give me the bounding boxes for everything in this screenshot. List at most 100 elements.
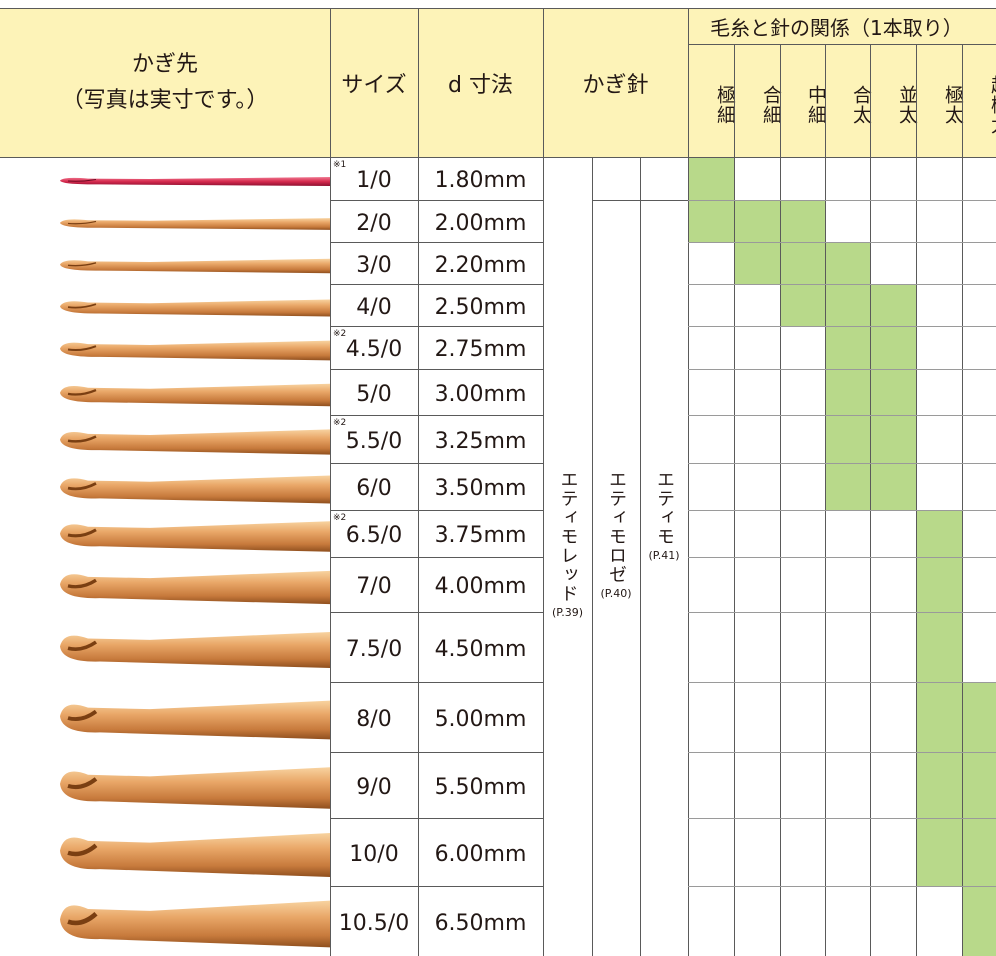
rule <box>330 463 543 464</box>
size: 7/0 <box>356 574 392 599</box>
hook-picture <box>60 429 330 455</box>
hook-series: エティモロゼ (P.40) <box>592 470 640 640</box>
yarn-fit-cell <box>780 284 825 326</box>
size: 4.5/0 <box>345 337 403 362</box>
rule <box>916 44 917 956</box>
yarn-fit-cell <box>825 242 870 284</box>
rule <box>330 8 331 956</box>
yarn-fit-cell <box>870 463 916 510</box>
series-page: (P.39) <box>552 606 583 619</box>
hook-notch <box>67 911 98 926</box>
yarn-weight: 極太 <box>942 84 964 125</box>
diameter: 2.20mm <box>434 252 527 278</box>
yarn-fit-cell <box>962 886 996 956</box>
yarn-fit-cell <box>916 682 962 752</box>
header-bg <box>0 8 688 157</box>
diameter: 3.75mm <box>434 523 527 548</box>
yarn-fit-cell <box>780 242 825 284</box>
rule <box>688 326 996 327</box>
rule <box>688 284 996 285</box>
yarn-fit-cell <box>870 326 916 369</box>
diameter: 3.50mm <box>434 476 527 501</box>
rule <box>734 44 735 956</box>
rule <box>543 8 544 956</box>
size: 1/0 <box>356 168 392 193</box>
rule <box>0 8 996 9</box>
diameter: 6.50mm <box>434 910 527 936</box>
size: 3/0 <box>356 252 392 278</box>
yarn-fit-cell <box>962 682 996 752</box>
note: ※2 <box>333 512 347 523</box>
yarn-fit-cell <box>962 752 996 818</box>
size: 6/0 <box>356 476 392 501</box>
rule <box>640 157 641 956</box>
series-page: (P.41) <box>648 549 680 562</box>
yarn-weight: 超極太 <box>988 74 996 135</box>
rule <box>330 200 543 201</box>
hook-notch <box>67 345 97 352</box>
note: ※1 <box>333 159 347 170</box>
hook-notch <box>67 435 97 443</box>
yarn-fit-cell <box>825 284 870 326</box>
diameter: 6.00mm <box>434 841 527 867</box>
yarn-fit-cell <box>870 415 916 463</box>
yarn-fit-cell <box>688 200 734 242</box>
yarn-fit-cell <box>825 326 870 369</box>
yarn-weight: 中細 <box>805 84 827 125</box>
hook-notch <box>67 389 97 396</box>
size: 2/0 <box>356 210 392 236</box>
rule <box>688 463 996 464</box>
yarn-fit-cell <box>962 818 996 886</box>
size: 7.5/0 <box>345 636 403 662</box>
rule <box>592 157 593 956</box>
hook-picture <box>60 900 330 948</box>
hook-notch <box>67 640 98 651</box>
yarn-fit-cell <box>916 612 962 682</box>
size: 6.5/0 <box>345 523 403 548</box>
diameter: 2.00mm <box>434 210 527 236</box>
rule <box>688 369 996 370</box>
hook-series: エティモ (P.41) <box>640 470 688 600</box>
diameter: 3.25mm <box>434 428 527 454</box>
series-page: (P.40) <box>600 587 632 600</box>
hook-notch <box>67 843 98 857</box>
rule <box>870 44 871 956</box>
diameter: 1.80mm <box>434 168 527 193</box>
size: 5/0 <box>356 381 392 407</box>
header-size: サイズ <box>341 72 407 98</box>
hook-picture <box>60 767 330 809</box>
hook-notch <box>67 220 97 225</box>
rule <box>780 44 781 956</box>
yarn-fit-cell <box>916 818 962 886</box>
rule <box>418 8 419 956</box>
diameter: 2.50mm <box>434 294 527 320</box>
hook-notch <box>67 578 97 589</box>
yarn-fit-cell <box>916 752 962 818</box>
hook-pictures <box>60 177 330 948</box>
rule <box>330 242 543 243</box>
yarn-fit-cell <box>734 200 780 242</box>
yarn-fit-cell <box>870 369 916 415</box>
yarn-fit-cell <box>916 557 962 612</box>
diameter: 4.50mm <box>434 636 527 662</box>
yarn-fit-cell <box>825 463 870 510</box>
rule <box>0 157 996 158</box>
rule <box>688 44 996 45</box>
hook-picture <box>60 700 330 740</box>
yarn-fit-cell <box>688 157 734 200</box>
rule <box>330 284 543 285</box>
rule <box>688 557 996 558</box>
yarn-fit-cell <box>734 242 780 284</box>
yarn-fit-cell <box>825 415 870 463</box>
hook-notch <box>67 528 97 538</box>
header-image: かぎ先 （写真は実寸です。） <box>0 8 330 157</box>
hook-picture <box>60 475 330 504</box>
hook-picture <box>60 632 330 668</box>
diameter: 3.00mm <box>434 381 527 407</box>
yarn-fit-cell <box>916 510 962 557</box>
header-bg <box>688 8 996 157</box>
header-yarn: 毛糸と針の関係（1本取り） <box>710 15 963 40</box>
size: 10/0 <box>349 841 399 867</box>
hook-notch <box>67 262 97 267</box>
